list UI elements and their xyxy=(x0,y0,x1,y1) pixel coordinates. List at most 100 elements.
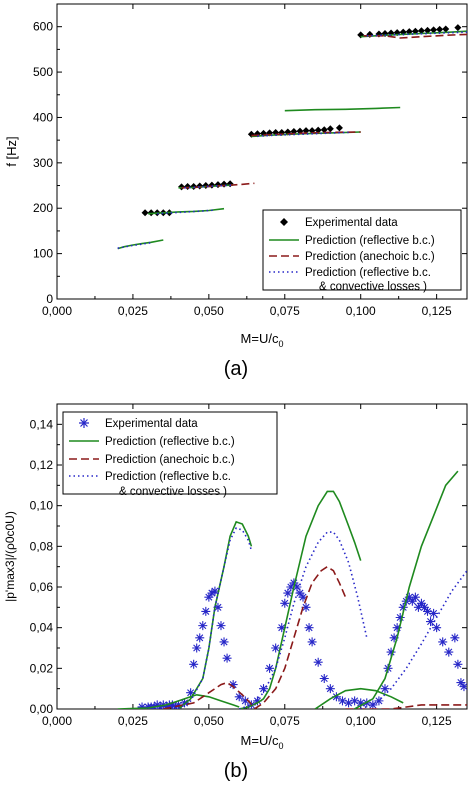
data-point-star xyxy=(307,637,317,647)
data-point-diamond xyxy=(178,183,186,191)
legend-label: Experimental data xyxy=(305,217,398,229)
data-point-star xyxy=(192,643,202,653)
data-point-star xyxy=(201,606,211,616)
data-point-star xyxy=(161,702,171,709)
series-line xyxy=(117,241,152,249)
data-point-diamond xyxy=(430,26,438,34)
data-point-star xyxy=(374,696,384,706)
series-line xyxy=(284,106,401,112)
series-line xyxy=(345,704,467,709)
series-layer xyxy=(117,24,467,250)
data-point-star xyxy=(186,688,196,698)
data-point-star xyxy=(298,592,308,602)
x-tick-label: 0,050 xyxy=(194,714,224,728)
data-point-star xyxy=(395,613,405,622)
series-line xyxy=(251,131,361,137)
series-line xyxy=(360,570,467,709)
series-line xyxy=(238,531,368,709)
x-tick-label: 0,100 xyxy=(346,714,376,728)
legend-label-continued: & convective losses ) xyxy=(319,281,427,293)
data-point-star xyxy=(152,700,162,709)
x-axis-label-main: M=U/c xyxy=(241,733,279,748)
data-point-star xyxy=(398,602,408,612)
x-axis-label-subscript: 0 xyxy=(278,339,283,349)
data-point-star xyxy=(392,623,402,633)
data-point-star xyxy=(350,696,360,706)
y-tick-label: 100 xyxy=(33,247,53,261)
legend-label-continued: & convective losses ) xyxy=(119,486,227,498)
data-point-star xyxy=(219,637,229,647)
data-point-star xyxy=(344,698,354,708)
y-tick-label: 500 xyxy=(33,65,53,79)
chart-panel-1: 0,000 0,025 0,050 0,075 0,100 0,125 0 100 200 300… xyxy=(4,3,468,349)
data-point-diamond xyxy=(141,209,149,217)
legend-label: Prediction (reflective b.c. xyxy=(105,471,231,483)
data-point-star xyxy=(356,698,366,708)
y-tick-label: 0,14 xyxy=(30,417,54,431)
y-tick-label: 0 xyxy=(46,292,53,306)
data-point-star xyxy=(389,633,399,643)
x-axis-label-subscript: 0 xyxy=(278,741,283,751)
y-tick-label: 300 xyxy=(33,156,53,170)
chart-panel-2: 0,000 0,025 0,050 0,075 0,100 0,1250,000,020,… xyxy=(3,403,468,751)
legend-label: Prediction (reflective b.c.) xyxy=(105,436,235,448)
series-layer xyxy=(117,470,467,709)
data-point-diamond xyxy=(335,124,343,132)
data-point-star xyxy=(432,623,442,633)
data-point-star xyxy=(292,582,302,592)
legend-marker-diamond xyxy=(280,218,288,226)
data-point-diamond xyxy=(424,26,432,34)
legend-label: Prediction (reflective b.c. xyxy=(305,267,431,279)
x-tick-label: 0,125 xyxy=(422,304,452,318)
legend: Experimental data Prediction (reflective … xyxy=(62,411,278,498)
data-point-star xyxy=(413,602,423,612)
series-line xyxy=(117,693,240,709)
data-point-star xyxy=(210,586,220,596)
data-point-diamond xyxy=(184,182,192,190)
plot-frame xyxy=(56,3,468,300)
series-line xyxy=(239,490,362,709)
data-point-star xyxy=(419,602,429,612)
y-tick-label: 0,12 xyxy=(30,458,54,472)
x-tick-label: 0,000 xyxy=(42,714,72,728)
y-tick-label: 0,02 xyxy=(30,661,54,675)
data-point-star xyxy=(450,633,460,643)
data-point-star xyxy=(426,617,436,627)
data-point-diamond xyxy=(314,126,322,134)
x-tick-label: 0,025 xyxy=(118,714,148,728)
data-point-diamond xyxy=(417,27,425,35)
x-tick-label: 0,000 xyxy=(42,304,72,318)
data-point-diamond xyxy=(196,182,204,190)
data-point-star xyxy=(295,588,305,598)
data-point-star xyxy=(240,696,250,706)
y-tick-label: 0,06 xyxy=(30,580,54,594)
x-tick-label: 0,125 xyxy=(422,714,452,728)
data-point-star xyxy=(380,684,390,694)
data-point-star xyxy=(429,608,439,618)
data-point-star xyxy=(337,696,347,706)
y-tick-label: 200 xyxy=(33,201,53,215)
series-line xyxy=(314,687,404,709)
series-line xyxy=(253,565,347,709)
series-line xyxy=(178,527,253,709)
data-point-star xyxy=(289,578,299,588)
x-axis-label: M=U/c0 xyxy=(241,733,284,751)
legend-label: Prediction (anechoic b.c.) xyxy=(105,454,235,466)
series-line xyxy=(184,184,234,189)
x-tick-label: 0,100 xyxy=(346,304,376,318)
data-point-diamond xyxy=(214,181,222,189)
legend: Experimental data Prediction (reflective … xyxy=(262,209,462,293)
data-point-diamond xyxy=(326,125,334,133)
y-tick-label: 0,00 xyxy=(30,702,54,716)
data-point-star xyxy=(331,692,341,702)
y-axis-label: |p'max3|/(ρ0c0U) xyxy=(3,511,17,602)
legend-label: Prediction (anechoic b.c.) xyxy=(305,251,435,263)
legend-label: Experimental data xyxy=(105,418,198,430)
x-tick-label: 0,050 xyxy=(194,304,224,318)
y-axis-label: f [Hz] xyxy=(4,136,19,166)
legend-box xyxy=(62,411,278,495)
data-point-star xyxy=(252,696,262,706)
data-point-star xyxy=(155,702,165,709)
data-point-diamond xyxy=(454,24,462,32)
data-point-star xyxy=(459,682,467,692)
